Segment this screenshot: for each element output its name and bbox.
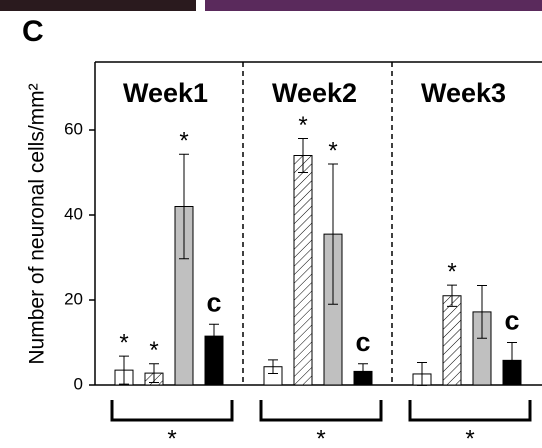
y-tick-label: 0 [74, 374, 83, 393]
significance-mark: c [504, 306, 519, 336]
group-title: Week3 [421, 78, 506, 108]
significance-mark: * [328, 137, 337, 164]
bracket-label: * [167, 425, 176, 448]
bracket [261, 400, 381, 420]
significance-mark: c [206, 287, 221, 317]
bar [443, 296, 461, 385]
significance-mark: * [298, 112, 307, 139]
panel-label: C [22, 15, 44, 48]
group-title: Week2 [272, 78, 357, 108]
image-strip [205, 0, 542, 11]
image-strip [0, 0, 196, 11]
significance-mark: * [119, 329, 128, 356]
significance-mark: * [149, 337, 158, 364]
significance-mark: * [447, 258, 456, 285]
bracket [410, 400, 530, 420]
y-axis-label: Number of neuronal cells/mm² [26, 83, 49, 364]
y-tick-label: 20 [64, 289, 83, 308]
bar [294, 156, 312, 386]
y-tick-label: 40 [64, 204, 83, 223]
group-title: Week1 [123, 78, 208, 108]
chart: C Number of neuronal cells/mm² 0 20 40 60 We… [0, 0, 542, 448]
bracket [112, 400, 232, 420]
significance-mark: * [179, 128, 188, 155]
bracket-label: * [316, 425, 325, 448]
bracket-label: * [465, 425, 474, 448]
y-tick-label: 60 [64, 119, 83, 138]
significance-mark: c [355, 327, 370, 357]
